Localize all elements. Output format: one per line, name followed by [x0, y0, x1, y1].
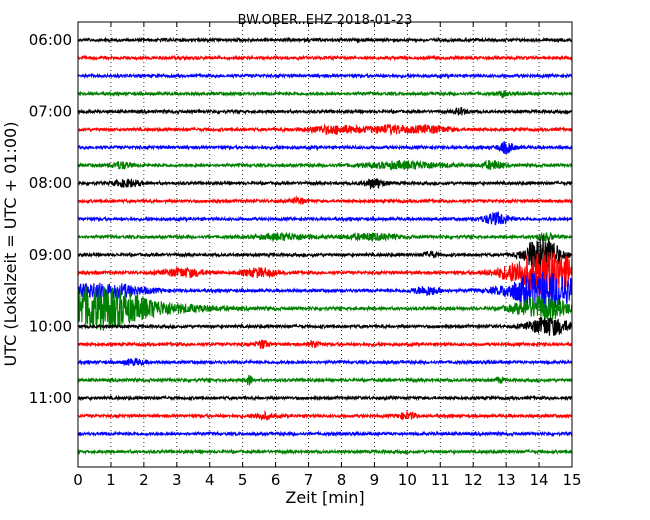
minute-grid: [110, 22, 540, 467]
trace-0630: [78, 72, 572, 80]
chart-title: BW.OBER..EHZ 2018-01-23: [238, 13, 413, 28]
trace-0815: [78, 195, 572, 205]
x-tick-label: 2: [139, 471, 149, 489]
trace-0945: [78, 285, 572, 331]
x-tick-label: 14: [530, 471, 549, 489]
x-tick-label: 1: [106, 471, 116, 489]
x-tick-label: 0: [73, 471, 83, 489]
trace-0800: [78, 178, 572, 190]
trace-1115: [78, 409, 572, 421]
trace-0715: [78, 123, 572, 137]
x-tick-label: 11: [431, 471, 450, 489]
trace-0730: [78, 141, 572, 155]
x-tick-label: 10: [398, 471, 417, 489]
y-tick-label: 10:00: [29, 317, 72, 335]
x-tick-label: 5: [238, 471, 248, 489]
y-tick-label: 11:00: [29, 389, 72, 407]
trace-1045: [78, 374, 572, 386]
trace-0830: [78, 211, 572, 226]
trace-1145: [78, 448, 572, 456]
trace-group: [78, 36, 572, 456]
trace-0700: [78, 106, 572, 116]
trace-1100: [78, 394, 572, 402]
x-axis-label: Zeit [min]: [285, 488, 364, 507]
trace-0745: [78, 159, 572, 172]
trace-1030: [78, 357, 572, 367]
y-axis-label: UTC (Lokalzeit = UTC + 01:00): [1, 122, 20, 367]
x-tick-label: 8: [337, 471, 347, 489]
y-tick-label: 07:00: [29, 103, 72, 121]
trace-0845: [78, 231, 572, 243]
x-tick-label: 6: [271, 471, 281, 489]
x-tick-label: 12: [464, 471, 483, 489]
trace-1000: [78, 317, 572, 336]
trace-0915: [78, 250, 572, 296]
x-tick-label: 3: [172, 471, 182, 489]
x-tick-label: 9: [370, 471, 380, 489]
x-tick-label: 4: [205, 471, 215, 489]
trace-0600: [78, 36, 572, 44]
trace-0900: [78, 235, 572, 277]
y-tick-label: 09:00: [29, 246, 72, 264]
trace-0930: [78, 271, 572, 310]
trace-1130: [78, 430, 572, 438]
plot-frame: [77, 21, 573, 468]
y-tick-label: 08:00: [29, 174, 72, 192]
y-tick-label: 06:00: [29, 31, 72, 49]
trace-0645: [78, 89, 572, 99]
y-axis-ticks: 06:00 07:00 08:00 09:00 10:00 11:00: [29, 31, 572, 407]
x-tick-label: 13: [497, 471, 516, 489]
x-tick-label: 7: [304, 471, 314, 489]
x-tick-label: 15: [562, 471, 581, 489]
trace-1015: [78, 338, 572, 350]
trace-0615: [78, 54, 572, 62]
x-axis-ticks: 0 1 2 3 4 5 6 7 8 9 10 11 12 13 14 15: [73, 22, 582, 489]
